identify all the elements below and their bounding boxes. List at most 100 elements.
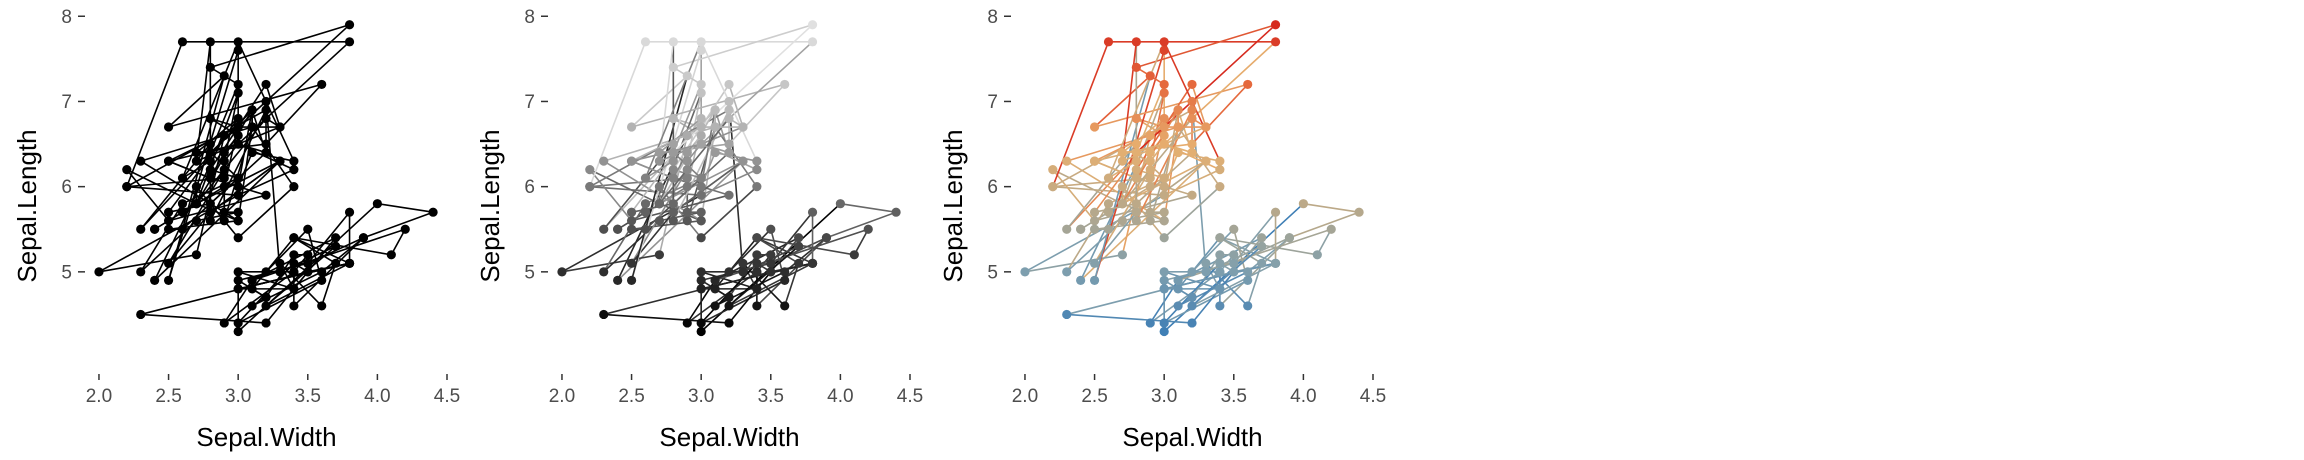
y-tick-label: 6: [987, 177, 998, 198]
series-line-segment: [1093, 75, 1152, 282]
data-point: [640, 207, 651, 217]
x-tick-label: 4.0: [827, 386, 853, 407]
series-line-segment: [237, 279, 323, 324]
series-line-segment: [658, 41, 675, 162]
series-line-segment: [658, 92, 702, 205]
x-tick-label: 3.5: [1221, 386, 1247, 407]
series-line-segment: [700, 271, 758, 290]
y-tick-label: 7: [987, 92, 998, 113]
data-point: [261, 79, 271, 90]
data-point: [1131, 37, 1141, 47]
data-point: [233, 45, 243, 55]
series-line-segment: [1177, 236, 1221, 290]
data-point: [233, 267, 243, 277]
data-point: [807, 258, 818, 268]
series-line-segment: [209, 23, 351, 154]
data-point: [1103, 207, 1114, 217]
series-line-segment: [1135, 83, 1165, 154]
data-point: [219, 182, 229, 192]
data-point: [219, 216, 229, 226]
data-point: [247, 301, 257, 311]
series-line-segment: [756, 236, 800, 265]
data-point: [233, 139, 243, 149]
data-point: [1215, 250, 1225, 260]
data-point: [668, 207, 678, 217]
data-point: [668, 113, 678, 124]
data-point: [1131, 113, 1141, 124]
data-point: [1187, 292, 1197, 303]
data-point: [696, 45, 706, 55]
series-line-segment: [1052, 41, 1110, 188]
data-point: [1131, 62, 1141, 72]
data-point: [1103, 37, 1114, 47]
data-point: [275, 122, 285, 132]
data-point: [261, 318, 271, 328]
data-point: [1131, 165, 1141, 175]
data-point: [599, 156, 609, 166]
data-point: [640, 199, 651, 209]
data-point: [696, 190, 706, 200]
data-point: [1159, 207, 1169, 217]
data-point: [794, 241, 804, 251]
data-point: [233, 182, 243, 192]
data-point: [710, 147, 720, 158]
data-point: [1187, 318, 1197, 328]
data-point: [331, 241, 341, 251]
x-tick-label: 4.0: [364, 386, 390, 407]
data-point: [1201, 156, 1211, 166]
data-point: [599, 267, 609, 277]
data-point: [710, 122, 720, 132]
series-line-segment: [265, 83, 323, 145]
data-point: [163, 224, 174, 234]
data-point: [1103, 173, 1114, 183]
data-point: [835, 199, 845, 209]
data-point: [1089, 207, 1100, 217]
data-point: [1298, 199, 1308, 209]
data-point: [303, 250, 313, 260]
x-tick-label: 4.5: [434, 386, 460, 407]
data-point: [289, 182, 299, 192]
data-point: [1145, 165, 1155, 175]
series-line-segment: [1302, 202, 1360, 214]
y-tick-label: 8: [524, 7, 535, 28]
data-point: [766, 267, 776, 277]
x-tick-label: 4.5: [897, 386, 923, 407]
data-point: [682, 207, 692, 217]
data-point: [289, 156, 299, 166]
y-tick-label: 6: [61, 177, 72, 198]
series-line-segment: [1135, 160, 1207, 214]
series-line-segment: [1191, 245, 1263, 307]
data-point: [1131, 139, 1141, 149]
series-line-segment: [237, 168, 295, 196]
data-point: [1229, 258, 1239, 268]
x-axis-title: Sepal.Width: [196, 422, 336, 452]
data-point: [1145, 147, 1155, 158]
data-point: [766, 258, 776, 268]
data-point: [780, 267, 790, 277]
data-point: [1173, 284, 1183, 294]
data-point: [163, 122, 174, 132]
series-line-segment: [672, 83, 702, 154]
data-point: [752, 156, 762, 166]
data-point: [640, 224, 651, 234]
series-line-segment: [1191, 228, 1235, 273]
data-point: [1089, 224, 1100, 234]
series-line-segment: [265, 83, 281, 128]
y-tick-label: 5: [524, 262, 535, 283]
data-point: [752, 250, 762, 260]
data-point: [1117, 156, 1128, 166]
data-point: [668, 173, 678, 183]
data-point: [752, 301, 762, 311]
data-point: [668, 37, 678, 47]
data-point: [585, 182, 595, 192]
data-point: [1257, 233, 1267, 243]
series-line-segment: [1093, 160, 1138, 179]
data-point: [317, 267, 327, 277]
series-line-segment: [728, 83, 744, 128]
data-point: [247, 122, 257, 132]
data-point: [696, 233, 706, 243]
data-point: [261, 292, 271, 303]
series-line-segment: [1163, 279, 1249, 324]
series-line-segment: [1052, 168, 1096, 222]
series-line-segment: [1219, 236, 1291, 307]
